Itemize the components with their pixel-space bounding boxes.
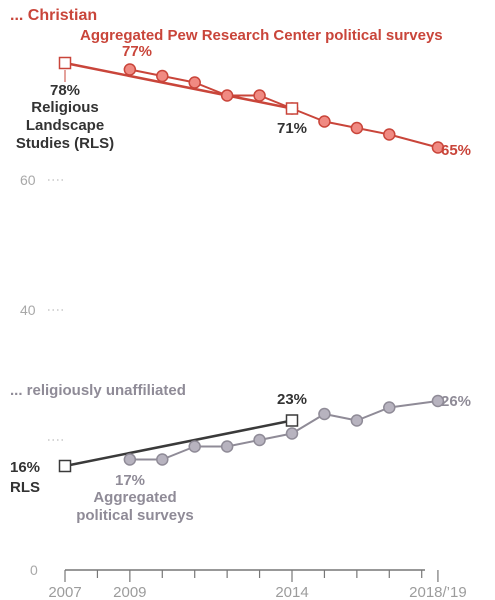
- axes: 60 40 0 2007 2009 2014 2018/’19: [20, 172, 467, 600]
- unaffiliated-survey-start-label: 17%: [115, 472, 145, 489]
- x-tick-label: 2018/’19: [409, 584, 467, 600]
- christian-survey-line: [129, 68, 439, 149]
- christian-rls-point: [58, 56, 72, 70]
- christian-rls-start-label: 78%: [50, 82, 80, 99]
- unaffiliated-survey-point: [383, 401, 396, 414]
- unaffiliated-survey-point: [318, 407, 331, 421]
- unaffiliated-survey-point: [285, 427, 299, 440]
- unaffiliated-survey-line: [129, 400, 439, 461]
- x-tick-label: 2009: [113, 584, 146, 600]
- christian-survey-start-label: 77%: [122, 43, 152, 60]
- y-tick-label: 0: [30, 562, 38, 578]
- christian-survey-point: [383, 128, 396, 141]
- christian-survey-series-label: Aggregated Pew Research Center political…: [80, 27, 443, 44]
- christian-rls-line: [64, 61, 293, 110]
- christian-rls-series-label: Landscape: [26, 117, 104, 134]
- christian-rls-point: [285, 102, 299, 115]
- y-tick-label: 40: [20, 302, 36, 318]
- christian-rls-series-label: Religious: [31, 99, 99, 116]
- unaffiliated-survey-point: [156, 453, 169, 466]
- christian-survey-point: [350, 121, 364, 135]
- unaffiliated-survey-point: [253, 433, 266, 447]
- unaffiliated-rls-point: [285, 414, 299, 427]
- christian-rls-end-label: 71%: [277, 120, 307, 137]
- series-points: [58, 56, 445, 473]
- christian-survey-point: [156, 69, 169, 83]
- unaffiliated-survey-series-label: Aggregated: [93, 489, 176, 506]
- unaffiliated-survey-series-label: political surveys: [76, 507, 194, 524]
- x-tick-label: 2014: [275, 584, 308, 600]
- unaffiliated-survey-end-label: 26%: [441, 393, 471, 410]
- labels: ... Christian ... religiously unaffiliate…: [10, 7, 471, 524]
- unaffiliated-title: ... religiously unaffiliated: [10, 382, 186, 399]
- series-lines: [64, 61, 439, 468]
- unaffiliated-rls-series-label: RLS: [10, 479, 40, 496]
- christian-survey-point: [253, 89, 266, 102]
- y-tick-label: 60: [20, 172, 36, 188]
- christian-survey-point: [220, 89, 234, 102]
- unaffiliated-rls-point: [58, 459, 72, 473]
- unaffiliated-survey-point: [350, 414, 364, 427]
- x-tick-label: 2007: [48, 584, 81, 600]
- unaffiliated-survey-point: [123, 453, 137, 466]
- christian-title: ... Christian: [10, 7, 97, 24]
- unaffiliated-rls-end-label: 23%: [277, 391, 307, 408]
- unaffiliated-survey-point: [431, 394, 445, 408]
- christian-rls-series-label: Studies (RLS): [16, 135, 114, 152]
- christian-survey-end-label: 65%: [441, 142, 471, 159]
- christian-survey-point: [431, 141, 445, 154]
- christian-survey-point: [188, 76, 201, 89]
- unaffiliated-survey-point: [220, 440, 234, 453]
- unaffiliated-rls-start-label: 16%: [10, 459, 40, 476]
- christian-survey-point: [123, 63, 137, 76]
- unaffiliated-rls-line: [64, 419, 293, 468]
- unaffiliated-survey-point: [188, 440, 201, 453]
- christian-survey-point: [318, 115, 331, 128]
